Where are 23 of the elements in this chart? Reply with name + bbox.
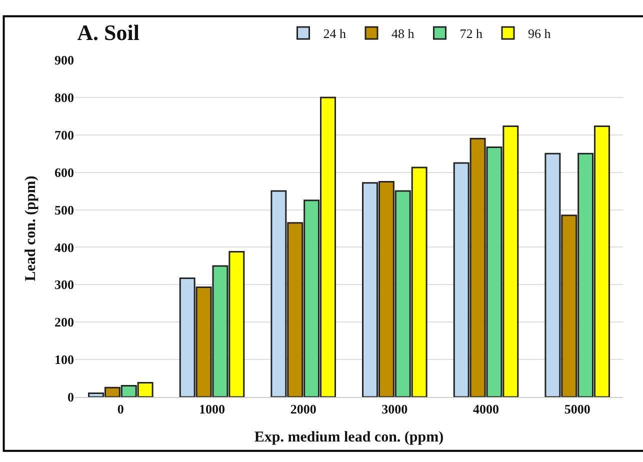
y-tick-label: 200 xyxy=(54,314,74,330)
y-tick-label: 900 xyxy=(54,52,74,68)
y-tick-label: 600 xyxy=(54,164,74,180)
x-tick-label: 5000 xyxy=(564,402,590,417)
y-tick-label: 300 xyxy=(54,277,74,292)
y-tick-label: 500 xyxy=(54,202,74,218)
y-tick-label: 0 xyxy=(68,390,74,405)
legend-label: 48 h xyxy=(391,26,415,42)
x-tick-label: 2000 xyxy=(290,402,316,417)
legend-label: 96 h xyxy=(528,26,552,42)
x-tick-label: 4000 xyxy=(473,402,499,417)
x-tick-label: 0 xyxy=(117,402,124,417)
y-tick-label: 100 xyxy=(54,352,74,368)
legend-label: 24 h xyxy=(323,26,346,42)
y-tick-label: 400 xyxy=(54,240,74,255)
y-axis-title: Lead con. (ppm) xyxy=(22,176,39,282)
legend-label: 72 h xyxy=(460,26,483,42)
chart-title: A. Soil xyxy=(77,20,140,46)
x-tick-label: 3000 xyxy=(382,402,408,417)
x-tick-label: 1000 xyxy=(199,402,225,417)
y-tick-label: 800 xyxy=(54,90,74,105)
x-axis-title: Exp. medium lead con. (ppm) xyxy=(254,430,444,446)
y-tick-label: 700 xyxy=(54,127,74,142)
